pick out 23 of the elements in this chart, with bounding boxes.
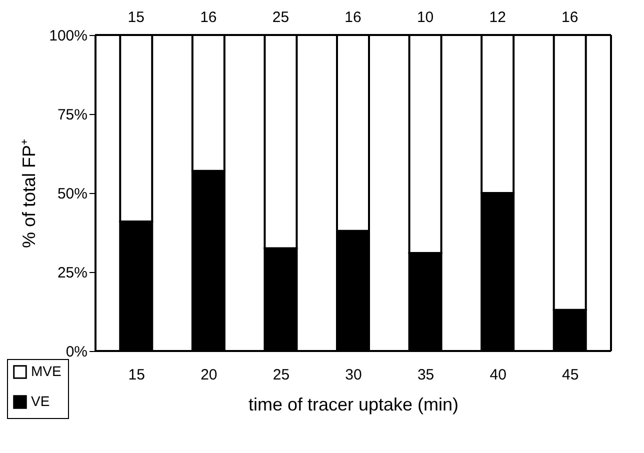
x-axis-title: time of tracer uptake (min) [248,394,459,414]
text: 16 [344,9,362,26]
y-tick-label: 0% [66,344,88,360]
legend-label: MVE [31,363,62,379]
text: 12 [489,9,506,26]
y-axis-title: % of total FP⁺ [19,138,40,248]
x-tick-label: 25 [272,366,290,384]
text: 25 [272,9,290,26]
x-tick-label: 15 [128,366,145,384]
y-tick-label: 75% [57,106,88,124]
y-tick-label: 25% [57,264,88,282]
text: 16 [562,9,578,26]
y-tick-label: 100% [49,28,88,44]
text: 10 [416,9,434,26]
x-tick-label: 35 [417,366,434,384]
y-tick-label: 50% [57,186,88,202]
text: 15 [128,9,144,26]
x-tick-label: 20 [200,366,218,384]
legend-label: VE [31,393,50,409]
text: 16 [200,9,217,26]
x-tick-label: 40 [490,366,506,384]
x-tick-label: 30 [345,366,362,384]
x-tick-label: 45 [562,366,579,384]
